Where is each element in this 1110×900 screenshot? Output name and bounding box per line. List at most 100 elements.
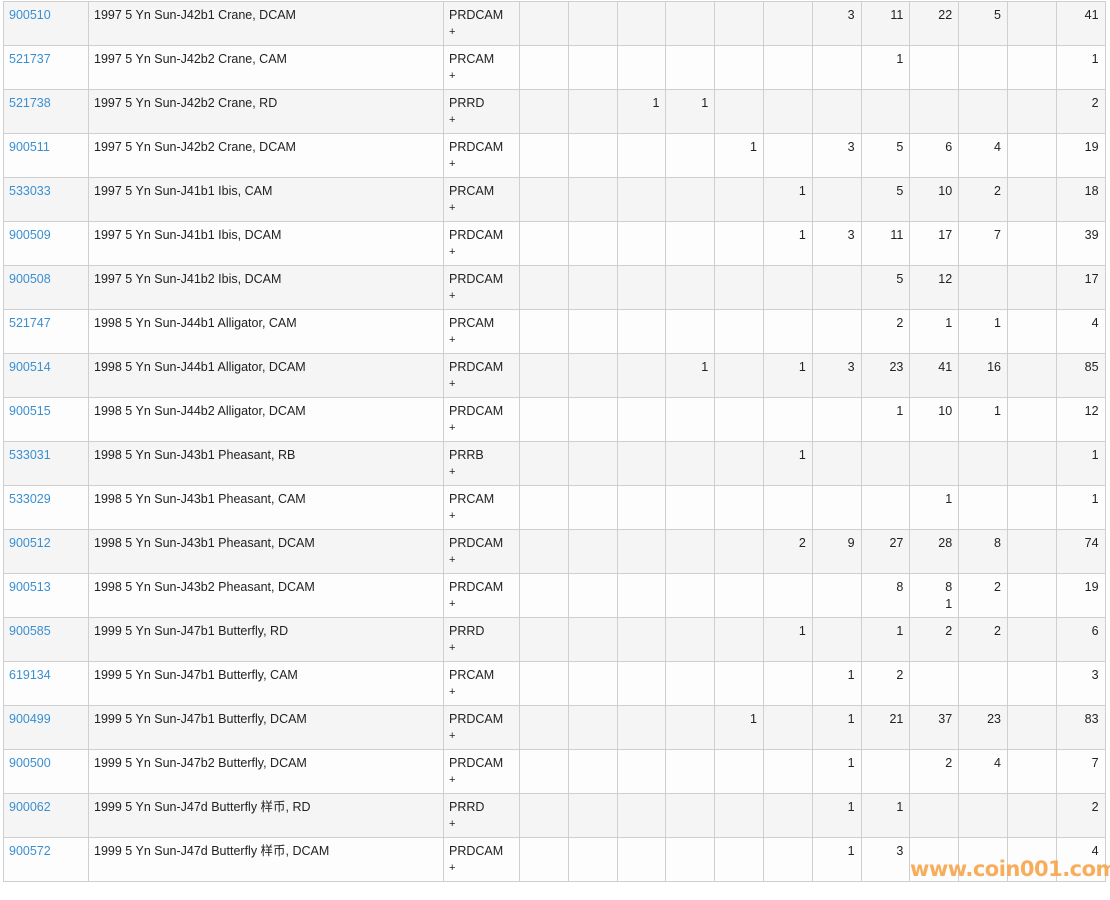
description-cell: 1998 5 Yn Sun-J43b2 Pheasant, DCAM	[88, 573, 444, 618]
id-cell: 900513	[3, 573, 89, 618]
count-cell	[762, 1, 813, 46]
count-cell	[616, 265, 667, 310]
plus-toggle[interactable]: +	[449, 202, 456, 214]
coin-id-link[interactable]: 521738	[9, 96, 51, 110]
count-cell	[567, 265, 618, 310]
coin-id-link[interactable]: 900585	[9, 624, 51, 638]
plus-toggle[interactable]: +	[449, 774, 456, 786]
plus-toggle[interactable]: +	[449, 246, 456, 258]
count-cell	[519, 177, 569, 222]
grade-cell: PRDCAM +	[443, 837, 520, 882]
coin-id-link[interactable]: 900509	[9, 228, 51, 242]
coin-id-link[interactable]: 900513	[9, 580, 51, 594]
count-cell: 37	[909, 705, 960, 750]
coin-id-link[interactable]: 900510	[9, 8, 51, 22]
count-cell	[762, 397, 813, 442]
plus-toggle[interactable]: +	[449, 642, 456, 654]
coin-id-link[interactable]: 900499	[9, 712, 51, 726]
count-cell	[665, 45, 716, 90]
grade-cell: PRDCAM +	[443, 397, 520, 442]
table-row: 900509 1997 5 Yn Sun-J41b1 Ibis, DCAM PRDC…	[3, 221, 1106, 266]
count-cell	[616, 705, 667, 750]
coin-id-link[interactable]: 533033	[9, 184, 51, 198]
plus-toggle[interactable]: +	[449, 70, 456, 82]
count-cell	[1006, 397, 1057, 442]
description-cell: 1997 5 Yn Sun-J42b2 Crane, DCAM	[88, 133, 444, 178]
id-cell: 533031	[3, 441, 89, 486]
count-cell: 1	[811, 705, 862, 750]
count-cell	[714, 793, 764, 838]
coin-id-link[interactable]: 533031	[9, 448, 51, 462]
id-cell: 533033	[3, 177, 89, 222]
plus-toggle[interactable]: +	[449, 26, 456, 38]
plus-toggle[interactable]: +	[449, 422, 456, 434]
count-cell: 22	[909, 1, 960, 46]
count-cell	[1006, 309, 1057, 354]
total-cell: 74	[1055, 529, 1106, 574]
table-row: 521738 1997 5 Yn Sun-J42b2 Crane, RD PRRD +…	[3, 89, 1106, 134]
coin-id-link[interactable]: 521747	[9, 316, 51, 330]
grade-cell: PRDCAM +	[443, 265, 520, 310]
plus-toggle[interactable]: +	[449, 686, 456, 698]
count-cell	[665, 221, 716, 266]
count-cell	[714, 749, 764, 794]
count-cell	[811, 89, 862, 134]
plus-toggle[interactable]: +	[449, 818, 456, 830]
total-cell: 7	[1055, 749, 1106, 794]
count-cell	[909, 89, 960, 134]
coin-id-link[interactable]: 521737	[9, 52, 51, 66]
count-cell	[811, 265, 862, 310]
count-cell: 1	[811, 793, 862, 838]
plus-toggle[interactable]: +	[449, 862, 456, 874]
plus-toggle[interactable]: +	[449, 730, 456, 742]
coin-id-link[interactable]: 900572	[9, 844, 51, 858]
coin-description: 1999 5 Yn Sun-J47b1 Butterfly, DCAM	[94, 712, 307, 726]
count-cell: 1	[665, 353, 716, 398]
count-cell: 1	[762, 221, 813, 266]
count-cell	[665, 617, 716, 662]
count-cell: 23	[860, 353, 911, 398]
count-cell	[519, 529, 569, 574]
table-row: 900499 1999 5 Yn Sun-J47b1 Butterfly, DCA…	[3, 705, 1106, 750]
plus-toggle[interactable]: +	[449, 554, 456, 566]
count-cell	[665, 441, 716, 486]
count-cell	[1006, 749, 1057, 794]
grade-label: PRCAM	[449, 52, 495, 66]
table-row: 900510 1997 5 Yn Sun-J42b1 Crane, DCAM PRD…	[3, 1, 1106, 46]
count-cell	[811, 441, 862, 486]
coin-id-link[interactable]: 900500	[9, 756, 51, 770]
coin-description: 1999 5 Yn Sun-J47b1 Butterfly, CAM	[94, 668, 298, 682]
coin-description: 1999 5 Yn Sun-J47d Butterfly 样币, RD	[94, 800, 311, 814]
grade-label: PRDCAM	[449, 140, 504, 154]
grade-label: PRCAM	[449, 668, 495, 682]
count-cell	[519, 45, 569, 90]
count-cell	[714, 89, 764, 134]
plus-toggle[interactable]: +	[449, 334, 456, 346]
grade-label: PRDCAM	[449, 404, 504, 418]
plus-toggle[interactable]: +	[449, 114, 456, 126]
coin-id-link[interactable]: 900511	[9, 140, 50, 154]
count-cell	[519, 837, 569, 882]
plus-toggle[interactable]: +	[449, 378, 456, 390]
coin-id-link[interactable]: 900515	[9, 404, 51, 418]
plus-toggle[interactable]: +	[449, 598, 456, 610]
grade-cell: PRRD +	[443, 793, 520, 838]
table-row: 900572 1999 5 Yn Sun-J47d Butterfly 样币, D…	[3, 837, 1106, 882]
count-cell	[616, 309, 667, 354]
coin-id-link[interactable]: 900062	[9, 800, 51, 814]
coin-id-link[interactable]: 900508	[9, 272, 51, 286]
coin-id-link[interactable]: 619134	[9, 668, 51, 682]
count-cell	[519, 705, 569, 750]
coin-id-link[interactable]: 900514	[9, 360, 51, 374]
count-cell: 2	[958, 617, 1008, 662]
count-cell	[616, 45, 667, 90]
plus-toggle[interactable]: +	[449, 466, 456, 478]
plus-toggle[interactable]: +	[449, 158, 456, 170]
count-cell: 8 1	[909, 573, 960, 618]
coin-description: 1999 5 Yn Sun-J47b1 Butterfly, RD	[94, 624, 289, 638]
plus-toggle[interactable]: +	[449, 510, 456, 522]
coin-id-link[interactable]: 533029	[9, 492, 51, 506]
plus-toggle[interactable]: +	[449, 290, 456, 302]
coin-id-link[interactable]: 900512	[9, 536, 51, 550]
count-cell	[567, 441, 618, 486]
